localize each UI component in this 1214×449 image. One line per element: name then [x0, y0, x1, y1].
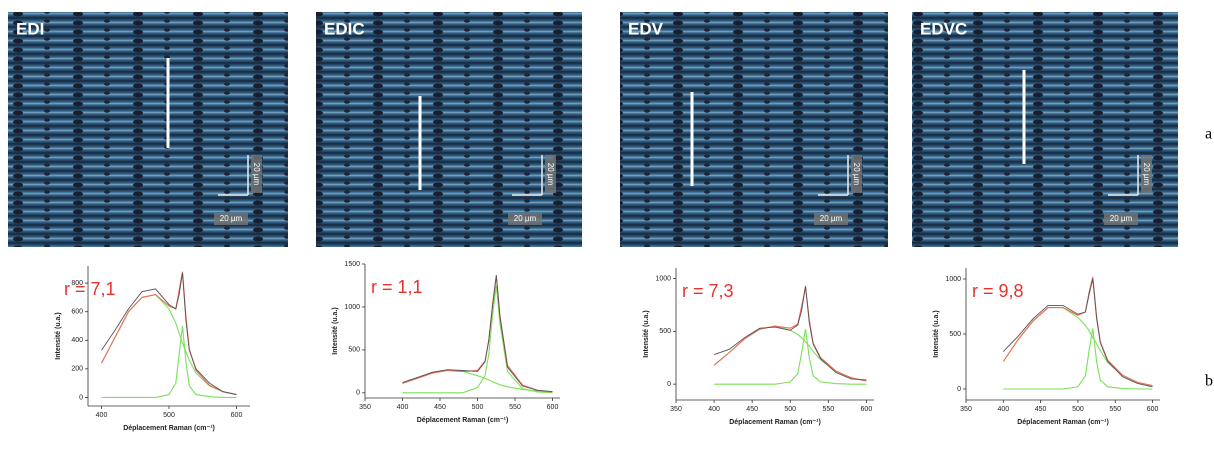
scale-box	[851, 155, 862, 193]
x-tick-label: 400	[708, 406, 720, 413]
panel-label: EDIC	[324, 19, 365, 38]
micrograph-shade	[316, 12, 582, 247]
x-tick-label: 400	[96, 412, 108, 419]
x-tick-label: 450	[746, 406, 758, 413]
y-tick-label: 0	[957, 386, 961, 393]
y-tick-label: 600	[71, 309, 83, 316]
y-axis-label: Intensité (u.a.)	[933, 310, 940, 357]
spectrum-line	[713, 325, 867, 382]
x-tick-label: 500	[472, 404, 484, 411]
y-tick-label: 500	[659, 328, 671, 335]
x-axis-label: Déplacement Raman (cm⁻¹)	[123, 425, 215, 432]
spectrum-line	[402, 285, 553, 394]
x-axis-label: Déplacement Raman (cm⁻¹)	[1017, 419, 1109, 426]
y-tick-label: 1000	[945, 276, 961, 283]
scale-box	[251, 155, 262, 193]
y-axis-label: Intensité (u.a.)	[332, 307, 339, 354]
x-tick-label: 350	[960, 406, 972, 413]
x-tick-label: 500	[163, 412, 175, 419]
scale-box	[214, 213, 248, 225]
x-tick-label: 600	[1147, 406, 1159, 413]
micrograph-image	[8, 12, 288, 247]
y-tick-label: 800	[71, 280, 83, 287]
x-tick-label: 450	[1035, 406, 1047, 413]
y-tick-label: 200	[71, 366, 83, 373]
x-tick-label: 500	[784, 406, 796, 413]
panel-label: EDI	[16, 19, 44, 38]
spectrum-line	[1002, 278, 1153, 388]
ratio-annotation: r = 1,1	[371, 277, 423, 297]
spectrum-line	[101, 273, 237, 396]
micrograph-image	[316, 12, 582, 247]
spectrum-line	[101, 293, 237, 396]
spectrum-line	[1002, 276, 1153, 387]
row-label: b	[1205, 373, 1213, 390]
micrograph: EDVC 20 µm 20 µm	[912, 12, 1178, 247]
spectrum-line	[402, 275, 553, 393]
x-tick-label: 400	[397, 404, 409, 411]
y-tick-label: 1000	[344, 304, 360, 311]
micrograph-shade	[912, 12, 1178, 247]
micrograph-image	[620, 12, 888, 247]
y-tick-label: 400	[71, 337, 83, 344]
x-tick-label: 550	[822, 406, 834, 413]
scale-box	[1141, 155, 1152, 193]
scale-label-h: 20 µm	[1110, 214, 1133, 223]
ratio-annotation: r = 7,1	[64, 279, 116, 299]
spectrum-line	[101, 271, 237, 396]
micrograph: EDI 20 µm 20 µm	[8, 12, 288, 247]
spectrum-line	[1003, 328, 1153, 390]
spectrum-line	[101, 325, 237, 398]
x-tick-label: 600	[861, 406, 873, 413]
y-tick-label: 1000	[655, 275, 671, 282]
ratio-annotation: r = 7,3	[682, 281, 734, 301]
micrograph: EDIC 20 µm 20 µm	[316, 12, 582, 247]
y-tick-label: 500	[949, 331, 961, 338]
scale-box	[1104, 213, 1138, 225]
y-tick-label: 1500	[344, 261, 360, 268]
y-axis-label: Intensité (u.a.)	[643, 310, 650, 357]
y-tick-label: 0	[356, 390, 360, 397]
scale-label-v: 20 µm	[852, 163, 861, 186]
x-axis-label: Déplacement Raman (cm⁻¹)	[417, 417, 509, 424]
x-tick-label: 500	[1072, 406, 1084, 413]
scale-label-v: 20 µm	[1142, 163, 1151, 186]
spectrum-line	[714, 329, 867, 385]
micrograph: EDV 20 µm 20 µm	[620, 12, 888, 247]
scale-label-h: 20 µm	[820, 214, 843, 223]
scale-label-v: 20 µm	[252, 163, 261, 186]
y-tick-label: 500	[348, 347, 360, 354]
x-tick-label: 600	[547, 404, 559, 411]
x-tick-label: 450	[434, 404, 446, 411]
x-tick-label: 600	[231, 412, 243, 419]
x-tick-label: 400	[997, 406, 1009, 413]
row-label: a	[1205, 126, 1212, 143]
x-axis-label: Déplacement Raman (cm⁻¹)	[729, 419, 821, 426]
micrograph-shade	[8, 12, 288, 247]
panel-label: EDV	[628, 19, 664, 38]
spectrum-line	[1002, 307, 1153, 387]
panel-label: EDVC	[920, 19, 967, 38]
spectrum-line	[713, 285, 867, 381]
x-tick-label: 550	[1109, 406, 1121, 413]
scale-label-h: 20 µm	[514, 214, 537, 223]
spectrum-line	[713, 286, 867, 382]
scale-box	[545, 155, 556, 193]
scale-label-v: 20 µm	[546, 163, 555, 186]
spectrum-line	[402, 369, 553, 393]
x-tick-label: 550	[509, 404, 521, 411]
scale-label-h: 20 µm	[220, 214, 243, 223]
scale-box	[814, 213, 848, 225]
micrograph-shade	[620, 12, 888, 247]
scale-box	[508, 213, 542, 225]
y-axis-label: Intensité (u.a.)	[55, 312, 62, 359]
x-tick-label: 350	[670, 406, 682, 413]
y-tick-label: 0	[79, 394, 83, 401]
ratio-annotation: r = 9,8	[972, 281, 1024, 301]
x-tick-label: 350	[359, 404, 371, 411]
y-tick-label: 0	[667, 381, 671, 388]
micrograph-image	[912, 12, 1178, 247]
